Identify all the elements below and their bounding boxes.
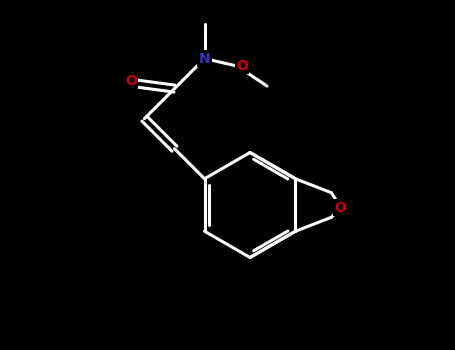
Text: O: O — [334, 201, 346, 215]
Text: N: N — [199, 51, 210, 65]
Text: O: O — [125, 74, 137, 88]
Text: O: O — [236, 59, 248, 73]
